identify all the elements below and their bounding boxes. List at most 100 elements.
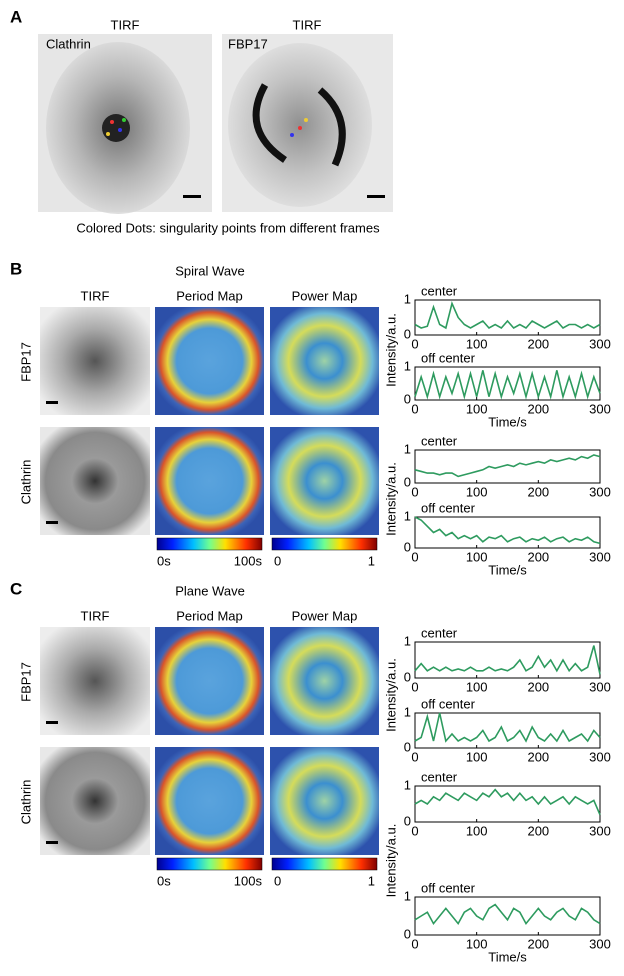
micrograph [222, 34, 393, 212]
y-tick-label: 1 [404, 888, 411, 903]
x-tick-label: 100 [466, 549, 488, 564]
colorbar-label: 100s [234, 553, 263, 568]
power-map [270, 627, 379, 735]
column-header: Power Map [292, 608, 358, 623]
image-title: TIRF [293, 17, 322, 32]
plot-title: center [421, 625, 458, 640]
x-tick-label: 0 [411, 936, 418, 951]
x-tick-label: 300 [589, 401, 611, 416]
x-tick-label: 100 [466, 336, 488, 351]
row-label: FBP17 [18, 342, 33, 382]
panel-title: Plane Wave [175, 583, 245, 598]
image-label: Clathrin [46, 36, 91, 51]
colorbar [156, 857, 263, 871]
colorbar-label: 1 [368, 873, 375, 888]
x-tick-label: 200 [527, 401, 549, 416]
panel-label: C [10, 579, 22, 598]
row-label: FBP17 [18, 662, 33, 702]
column-header: Period Map [176, 608, 242, 623]
trace [414, 645, 601, 675]
x-tick-label: 0 [411, 823, 418, 838]
y-tick-label: 0 [404, 669, 411, 684]
x-tick-label: 200 [527, 936, 549, 951]
plot-frame [414, 366, 601, 401]
y-tick-label: 1 [404, 633, 411, 648]
x-tick-label: 200 [527, 749, 549, 764]
trace [414, 788, 601, 816]
x-tick-label: 100 [466, 936, 488, 951]
image-title: TIRF [111, 17, 140, 32]
colorbar-label: 100s [234, 873, 263, 888]
x-tick-label: 0 [411, 484, 418, 499]
plot-title: off center [421, 350, 476, 365]
x-tick-label: 0 [411, 336, 418, 351]
micrograph [40, 747, 150, 855]
x-tick-label: 100 [466, 749, 488, 764]
plot-frame [414, 516, 601, 549]
x-tick-label: 100 [466, 484, 488, 499]
colorbar-label: 0 [274, 553, 281, 568]
colorbar-label: 0s [157, 873, 171, 888]
x-tick-label: 100 [466, 823, 488, 838]
plot-title: center [421, 769, 458, 784]
x-tick-label: 300 [589, 823, 611, 838]
colorbar [271, 537, 378, 551]
x-tick-label: 300 [589, 336, 611, 351]
y-tick-label: 0 [404, 539, 411, 554]
scale-bar [46, 721, 58, 724]
x-tick-label: 0 [411, 749, 418, 764]
x-tick-label: 200 [527, 484, 549, 499]
micrograph [40, 427, 150, 535]
trace [414, 903, 601, 926]
x-tick-label: 100 [466, 679, 488, 694]
x-tick-label: 0 [411, 401, 418, 416]
panel-label: A [10, 7, 22, 26]
power-map [270, 307, 379, 415]
column-header: TIRF [81, 288, 110, 303]
panel: B Spiral Wave TIRF Period Map Power Map FBP17… [10, 259, 379, 568]
y-tick-label: 0 [404, 326, 411, 341]
row-label: Clathrin [18, 460, 33, 505]
plot-title: center [421, 433, 458, 448]
y-axis-label: Intensity/a.u. [383, 313, 398, 387]
plot-frame [414, 449, 601, 484]
plot-frame [414, 712, 601, 749]
plot-title: center [421, 283, 458, 298]
panel: C Plane Wave TIRF Period Map Power Map FBP17 C… [10, 579, 379, 888]
y-axis-label: Intensity/a.u. [383, 462, 398, 536]
y-tick-label: 0 [404, 813, 411, 828]
plot-frame [414, 896, 601, 936]
colorbar-label: 1 [368, 553, 375, 568]
power-map [270, 427, 379, 535]
x-tick-label: 0 [411, 679, 418, 694]
plot-frame [414, 785, 601, 823]
x-tick-label: 200 [527, 336, 549, 351]
y-axis-label: Intensity/a.u. [383, 658, 398, 732]
plot-frame [414, 641, 601, 679]
micrograph [40, 627, 150, 735]
y-axis-label: Intensity/a.u. [383, 824, 398, 898]
x-tick-label: 300 [589, 679, 611, 694]
x-axis-label: Time/s [488, 414, 527, 429]
x-tick-label: 200 [527, 549, 549, 564]
image-label: FBP17 [228, 36, 268, 51]
micrograph [40, 307, 150, 415]
x-tick-label: 0 [411, 549, 418, 564]
scale-bar [46, 521, 58, 524]
scale-bar [46, 841, 58, 844]
y-tick-label: 1 [404, 704, 411, 719]
panel-title: Spiral Wave [175, 263, 245, 278]
x-axis-label: Time/s [488, 949, 527, 964]
trace [414, 454, 601, 478]
x-tick-label: 300 [589, 549, 611, 564]
y-tick-label: 1 [404, 441, 411, 456]
x-tick-label: 100 [466, 401, 488, 416]
trace [414, 516, 601, 545]
plot-frame [414, 299, 601, 336]
x-tick-label: 300 [589, 749, 611, 764]
row-label: Clathrin [18, 780, 33, 825]
scale-bar [46, 401, 58, 404]
trace [414, 301, 601, 330]
x-tick-label: 200 [527, 679, 549, 694]
